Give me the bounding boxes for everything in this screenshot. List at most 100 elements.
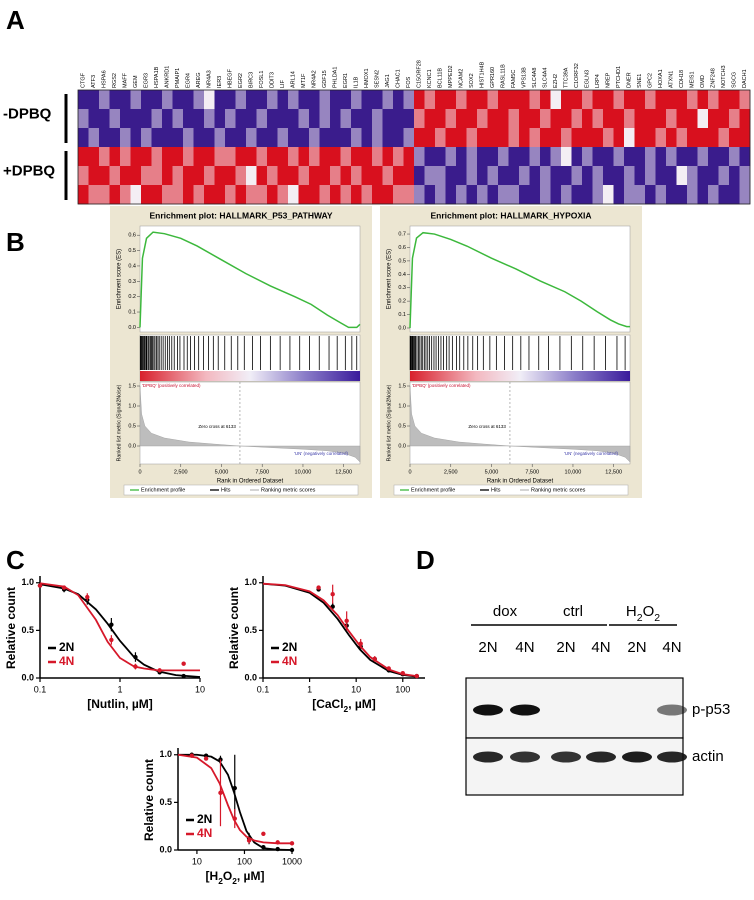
band <box>473 751 503 763</box>
gene-label: NR4A2 <box>312 70 318 88</box>
heat-cell <box>172 147 184 167</box>
heat-cell <box>288 185 299 205</box>
heat-cell <box>214 109 226 129</box>
group-label: +DPBQ <box>3 162 55 179</box>
heat-cell <box>655 90 667 110</box>
y-tick-label: 0.3 <box>398 285 406 291</box>
heat-cell <box>508 185 520 205</box>
heat-cell <box>361 128 373 148</box>
text-part: [CaCl <box>312 697 343 711</box>
heat-cell <box>319 109 331 129</box>
data-point <box>133 664 138 669</box>
gene-label: GPR160 <box>490 67 496 88</box>
gene-label: CDH18 <box>679 70 685 88</box>
heat-cell <box>666 90 677 110</box>
heat-cell <box>193 147 205 167</box>
heat-cell <box>214 185 226 205</box>
heat-cell <box>403 90 415 110</box>
heat-cell <box>487 147 499 167</box>
heat-cell <box>99 185 110 205</box>
heat-cell <box>88 128 100 148</box>
band <box>657 704 687 716</box>
x-tick-label: 10 <box>195 684 205 694</box>
gene-label: HSPA1B <box>154 66 160 88</box>
x-tick-label: 10,000 <box>295 469 312 475</box>
heat-cell <box>645 147 656 167</box>
heat-cell <box>718 128 730 148</box>
heat-cell <box>246 166 257 186</box>
heat-cell <box>655 166 667 186</box>
heat-cell <box>477 128 488 148</box>
heat-cell <box>477 109 488 129</box>
data-point <box>232 785 237 791</box>
blot-strip <box>465 677 684 739</box>
heat-cell <box>718 147 730 167</box>
heat-cell <box>487 185 499 205</box>
heat-cell <box>445 90 457 110</box>
band <box>473 704 503 716</box>
heat-cell <box>330 185 341 205</box>
heat-cell <box>739 147 751 167</box>
heat-cell <box>151 147 163 167</box>
heat-cell <box>540 109 551 129</box>
heat-cell <box>277 90 289 110</box>
heat-cell <box>204 166 215 186</box>
heat-cell <box>351 90 362 110</box>
x-tick-label: 0.1 <box>257 684 270 694</box>
heat-cell <box>193 90 205 110</box>
band <box>657 751 687 763</box>
heat-cell <box>109 128 121 148</box>
heat-cell <box>99 128 110 148</box>
legend-label: 4N <box>282 654 297 668</box>
es-area <box>409 225 631 333</box>
heat-cell <box>456 90 467 110</box>
gene-label: NREP <box>606 72 612 88</box>
y-tick-label: 0.4 <box>128 263 136 269</box>
heat-cell <box>246 147 257 167</box>
heat-cell <box>288 166 299 186</box>
heat-cell <box>729 90 740 110</box>
text-part: , µM] <box>237 869 265 883</box>
heat-cell <box>466 109 478 129</box>
heat-cell <box>246 90 257 110</box>
heat-cell <box>382 128 394 148</box>
heat-cell <box>319 166 331 186</box>
heat-cell <box>487 90 499 110</box>
legend-label: Ranking metric scores <box>531 487 586 493</box>
heat-cell <box>309 185 320 205</box>
heat-cell <box>739 90 751 110</box>
gene-label: C1ORF32 <box>574 63 580 88</box>
heat-cell <box>445 166 457 186</box>
gene-label: EGR1 <box>343 73 349 88</box>
text-part: O <box>643 603 655 620</box>
y-tick-label: 0.2 <box>398 299 406 305</box>
y-axis-label: Relative count <box>4 587 18 669</box>
data-point <box>218 790 223 796</box>
heat-cell <box>204 90 215 110</box>
heat-cell <box>235 185 247 205</box>
heat-cell <box>88 166 100 186</box>
legend-label: Enrichment profile <box>141 487 185 493</box>
heat-cell <box>162 109 173 129</box>
row-label: p-p53 <box>692 701 730 718</box>
negative-label: 'UN' (negatively correlated) <box>564 451 618 456</box>
heat-cell <box>729 166 740 186</box>
heat-cell <box>561 166 572 186</box>
y-axis-label: Ranked list metric (Signal2Noise) <box>386 384 392 461</box>
negative-label: 'UN' (negatively correlated) <box>294 451 348 456</box>
heat-cell <box>424 147 436 167</box>
data-point <box>316 585 321 590</box>
text-part: dox <box>493 603 518 620</box>
gene-label: FOS <box>406 76 412 88</box>
heat-cell <box>729 185 740 205</box>
heat-cell <box>508 128 520 148</box>
heat-cell <box>277 185 289 205</box>
heat-cell <box>603 166 614 186</box>
heat-cell <box>561 90 572 110</box>
heat-cell <box>151 109 163 129</box>
gene-label: NOTCH3 <box>721 65 727 88</box>
heat-cell <box>361 147 373 167</box>
heat-cell <box>445 128 457 148</box>
heat-cell <box>120 166 131 186</box>
heat-cell <box>687 185 698 205</box>
